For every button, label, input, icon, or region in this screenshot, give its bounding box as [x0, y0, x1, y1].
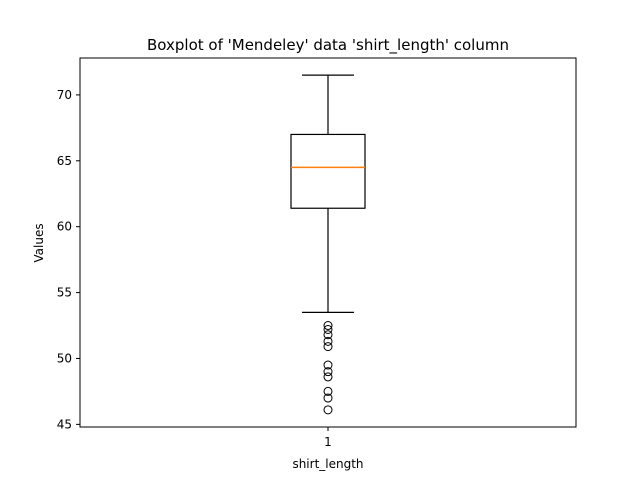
chart-title: Boxplot of 'Mendeley' data 'shirt_length… [147, 36, 509, 55]
outlier-point [323, 336, 333, 346]
outlier-point [323, 367, 333, 377]
x-tick-label: 1 [324, 435, 332, 449]
outlier-point [323, 330, 333, 340]
outlier-point [323, 342, 333, 352]
y-tick-label: 50 [57, 351, 72, 365]
y-tick-label: 60 [57, 220, 72, 234]
boxplot-marks [290, 74, 366, 415]
outlier-point [323, 360, 333, 370]
outlier-point [323, 393, 333, 403]
outlier-point [323, 324, 333, 334]
iqr-box [290, 133, 366, 209]
x-axis-ticks: 1 [324, 427, 332, 449]
plot-area-frame [79, 57, 577, 428]
outlier-point [323, 372, 333, 382]
y-axis-label: Values [32, 223, 46, 262]
y-tick-label: 55 [57, 286, 72, 300]
outlier-point [323, 405, 333, 415]
outlier-point [323, 321, 333, 331]
x-axis-label: shirt_length [292, 457, 363, 471]
y-tick-label: 70 [57, 88, 72, 102]
y-tick-label: 65 [57, 154, 72, 168]
y-axis-ticks: 45 50 55 60 65 70 [57, 88, 80, 431]
y-tick-label: 45 [57, 417, 72, 431]
outlier-point [323, 386, 333, 396]
